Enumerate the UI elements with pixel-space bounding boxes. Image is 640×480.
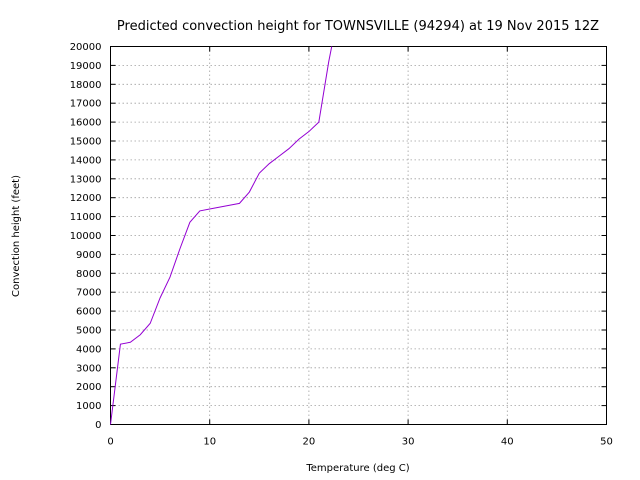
x-tick-label: 0 — [107, 437, 113, 448]
y-tick-label: 9000 — [76, 250, 101, 261]
y-tick-label: 13000 — [70, 174, 102, 185]
y-tick-label: 0 — [95, 420, 101, 431]
y-tick-label: 18000 — [70, 80, 102, 91]
y-tick-label: 16000 — [70, 118, 102, 129]
y-tick-label: 19000 — [70, 61, 102, 72]
ticks-layer: 0 10 20 30 40 50 0 1000 2000 3000 4000 5000 6000 7000… — [70, 42, 613, 448]
x-tick-label: 50 — [600, 437, 613, 448]
series-layer — [110, 46, 333, 425]
y-tick-label: 12000 — [70, 193, 102, 204]
y-tick-label: 17000 — [70, 99, 102, 110]
y-tick-label: 4000 — [76, 344, 101, 355]
y-tick-label: 10000 — [70, 231, 102, 242]
x-axis-label: Temperature (deg C) — [305, 463, 409, 474]
y-tick-label: 20000 — [70, 42, 102, 53]
series-line — [110, 46, 333, 425]
y-tick-label: 14000 — [70, 155, 102, 166]
y-tick-label: 8000 — [76, 269, 101, 280]
x-tick-label: 10 — [203, 437, 216, 448]
x-tick-label: 20 — [303, 437, 316, 448]
chart-title: Predicted convection height for TOWNSVIL… — [117, 19, 599, 34]
x-tick-label: 30 — [402, 437, 415, 448]
y-tick-label: 5000 — [76, 326, 101, 337]
y-tick-label: 3000 — [76, 363, 101, 374]
y-tick-label: 15000 — [70, 137, 102, 148]
y-tick-label: 2000 — [76, 382, 101, 393]
y-tick-label: 6000 — [76, 307, 101, 318]
y-tick-label: 1000 — [76, 401, 101, 412]
x-tick-label: 40 — [501, 437, 514, 448]
grid-layer — [110, 46, 607, 425]
y-axis-label: Convection height (feet) — [11, 175, 22, 297]
y-tick-label: 11000 — [70, 212, 102, 223]
y-tick-label: 7000 — [76, 288, 101, 299]
